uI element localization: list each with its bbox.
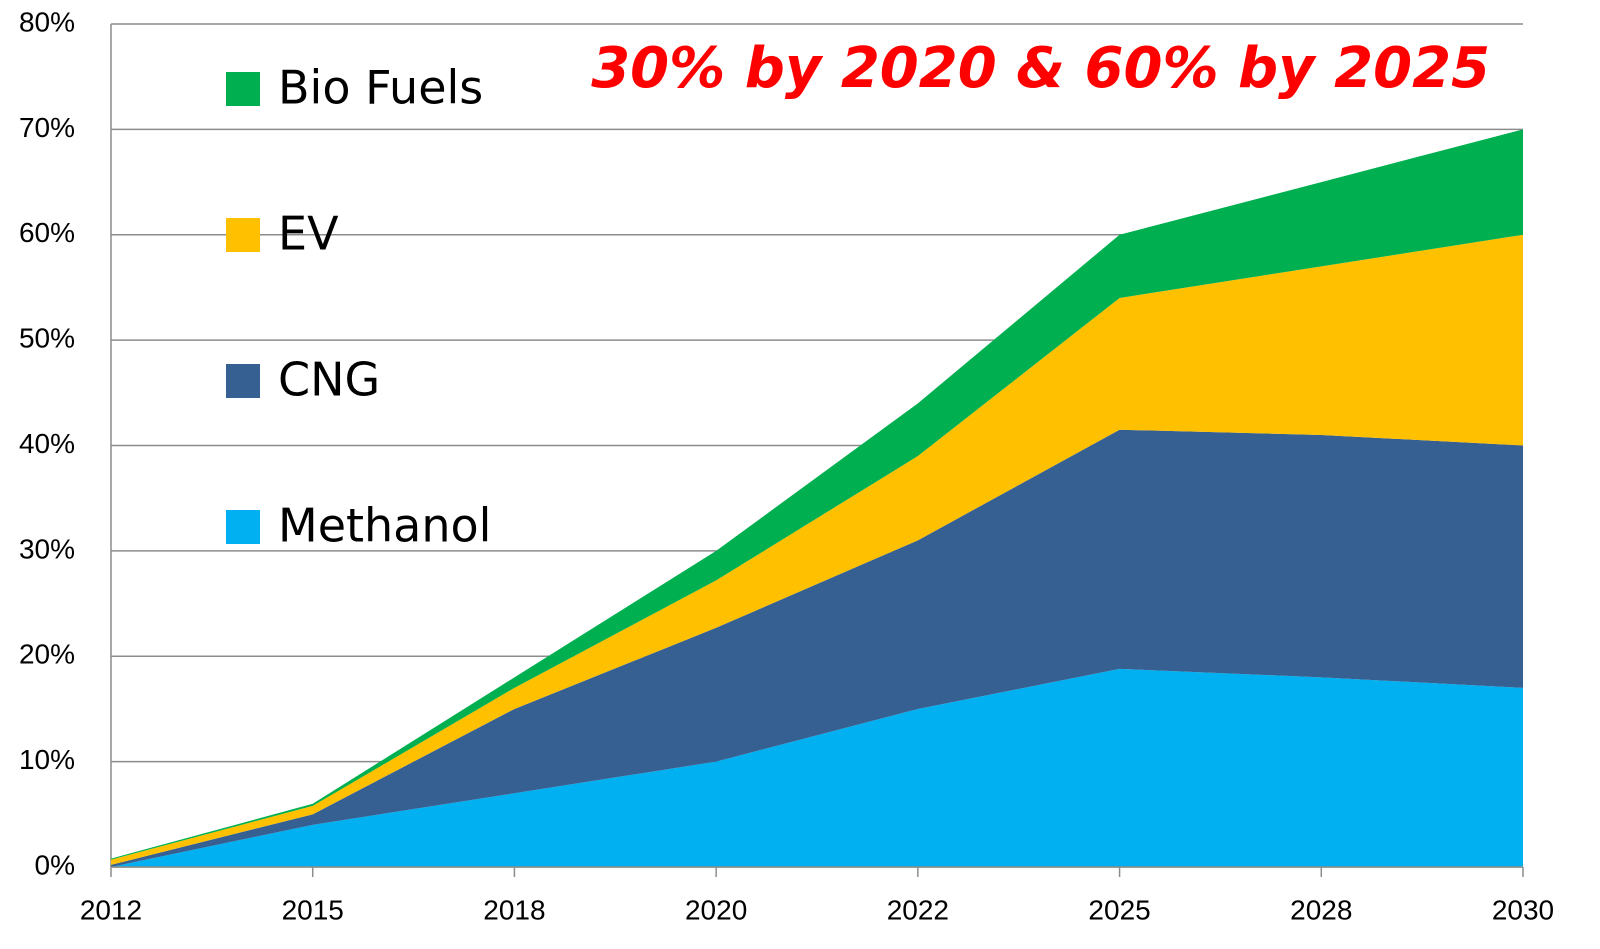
x-tick-label: 2012 (80, 894, 142, 925)
y-tick-label: 10% (19, 744, 75, 775)
legend-swatch (226, 218, 260, 252)
y-tick-label: 20% (19, 639, 75, 670)
legend-swatch (226, 364, 260, 398)
x-tick-label: 2018 (483, 894, 545, 925)
legend-label: Bio Fuels (278, 61, 483, 115)
legend-swatch (226, 510, 260, 544)
x-tick-label: 2030 (1492, 894, 1554, 925)
x-tick-label: 2025 (1088, 894, 1150, 925)
y-tick-label: 0% (35, 849, 75, 880)
area (111, 129, 1523, 860)
area (111, 668, 1523, 867)
x-tick-label: 2020 (685, 894, 747, 925)
y-tick-label: 60% (19, 217, 75, 248)
area (111, 429, 1523, 867)
y-tick-label: 40% (19, 428, 75, 459)
area (111, 234, 1523, 865)
x-tick-label: 2015 (282, 894, 344, 925)
legend-swatch (226, 72, 260, 106)
y-tick-label: 70% (19, 112, 75, 143)
annotation: 30% by 2020 & 60% by 2025 (591, 36, 1490, 101)
legend-label: CNG (278, 353, 380, 407)
x-tick-label: 2028 (1290, 894, 1352, 925)
legend-label: Methanol (278, 499, 491, 553)
legend-label: EV (278, 207, 339, 261)
y-tick-label: 30% (19, 533, 75, 564)
y-tick-label: 80% (19, 6, 75, 37)
x-tick-label: 2022 (887, 894, 949, 925)
y-tick-label: 50% (19, 323, 75, 354)
